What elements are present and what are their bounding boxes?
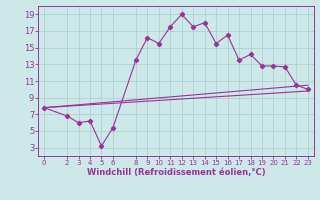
- X-axis label: Windchill (Refroidissement éolien,°C): Windchill (Refroidissement éolien,°C): [87, 168, 265, 177]
